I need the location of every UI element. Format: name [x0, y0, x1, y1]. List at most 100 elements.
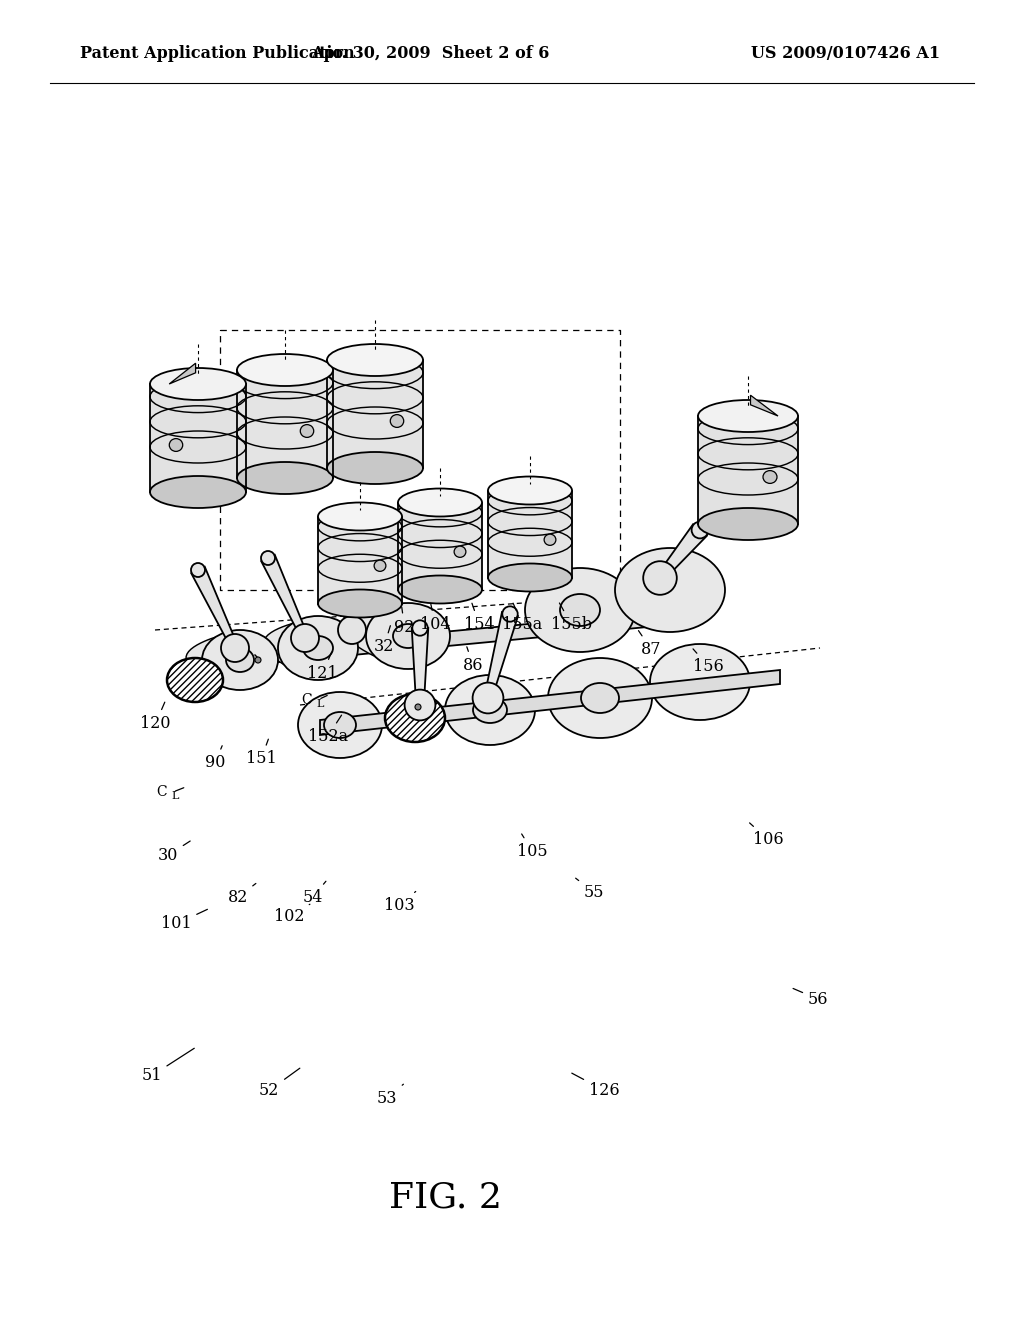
Circle shape	[338, 616, 366, 644]
Polygon shape	[412, 628, 428, 705]
Circle shape	[261, 550, 275, 565]
Text: L: L	[171, 791, 178, 801]
Text: 30: 30	[158, 841, 190, 863]
Text: 126: 126	[571, 1073, 620, 1098]
Text: C: C	[302, 693, 312, 706]
Ellipse shape	[327, 451, 423, 484]
Ellipse shape	[698, 508, 798, 540]
Polygon shape	[195, 609, 700, 671]
Ellipse shape	[318, 590, 402, 618]
Ellipse shape	[393, 624, 423, 648]
Ellipse shape	[398, 488, 482, 516]
Text: 156: 156	[693, 649, 724, 675]
Ellipse shape	[525, 568, 635, 652]
Polygon shape	[318, 516, 402, 603]
Ellipse shape	[445, 675, 535, 744]
Ellipse shape	[650, 644, 750, 719]
Text: 54: 54	[302, 882, 326, 906]
Circle shape	[643, 561, 677, 595]
Circle shape	[404, 689, 435, 721]
Text: L: L	[316, 698, 324, 709]
Text: 152a: 152a	[307, 715, 348, 744]
Polygon shape	[398, 503, 482, 590]
Ellipse shape	[300, 425, 313, 437]
Polygon shape	[751, 395, 778, 416]
Ellipse shape	[698, 400, 798, 432]
Circle shape	[323, 541, 337, 554]
Ellipse shape	[560, 594, 600, 626]
Text: 101: 101	[161, 909, 208, 932]
Text: 102: 102	[273, 904, 310, 924]
Polygon shape	[346, 607, 437, 661]
Polygon shape	[319, 671, 780, 735]
Ellipse shape	[366, 603, 450, 669]
Ellipse shape	[488, 564, 572, 591]
Ellipse shape	[150, 477, 246, 508]
Polygon shape	[488, 491, 572, 578]
Ellipse shape	[298, 692, 382, 758]
Text: 120: 120	[140, 702, 171, 731]
Text: Patent Application Publication: Patent Application Publication	[80, 45, 354, 62]
Ellipse shape	[327, 345, 423, 376]
Ellipse shape	[390, 414, 403, 428]
Circle shape	[503, 606, 518, 622]
Circle shape	[255, 657, 261, 663]
Ellipse shape	[226, 648, 254, 672]
Text: 86: 86	[463, 647, 483, 673]
Ellipse shape	[548, 657, 652, 738]
Polygon shape	[237, 370, 333, 478]
Circle shape	[413, 620, 428, 636]
Text: 103: 103	[384, 891, 416, 913]
Ellipse shape	[202, 630, 278, 690]
Polygon shape	[150, 384, 246, 492]
Ellipse shape	[763, 471, 777, 483]
Text: 104: 104	[420, 603, 451, 632]
Text: 51: 51	[141, 1048, 195, 1084]
Ellipse shape	[237, 354, 333, 385]
Text: C: C	[157, 785, 167, 799]
Polygon shape	[327, 360, 423, 469]
Ellipse shape	[544, 535, 556, 545]
Polygon shape	[191, 566, 239, 649]
Polygon shape	[323, 546, 355, 631]
Text: 53: 53	[377, 1084, 403, 1106]
Ellipse shape	[615, 548, 725, 632]
Text: 106: 106	[750, 822, 783, 847]
Text: 121: 121	[307, 652, 338, 681]
Text: 155a: 155a	[502, 603, 543, 632]
Circle shape	[415, 704, 421, 710]
Text: 90: 90	[205, 746, 225, 771]
Text: 55: 55	[575, 878, 604, 900]
Polygon shape	[263, 622, 346, 673]
Polygon shape	[169, 363, 196, 384]
Ellipse shape	[150, 368, 246, 400]
Ellipse shape	[488, 477, 572, 504]
Text: US 2009/0107426 A1: US 2009/0107426 A1	[751, 45, 940, 62]
Polygon shape	[186, 635, 264, 685]
Polygon shape	[261, 554, 308, 639]
Text: 105: 105	[517, 834, 548, 859]
Ellipse shape	[398, 576, 482, 603]
Ellipse shape	[324, 711, 356, 738]
Text: 87: 87	[639, 631, 662, 657]
Circle shape	[221, 634, 249, 663]
Circle shape	[691, 521, 709, 539]
Text: 154: 154	[464, 603, 495, 632]
Ellipse shape	[473, 697, 507, 723]
Circle shape	[191, 564, 205, 577]
Ellipse shape	[454, 546, 466, 557]
Polygon shape	[656, 524, 707, 581]
Ellipse shape	[318, 503, 402, 531]
Ellipse shape	[237, 462, 333, 494]
Text: 151: 151	[246, 739, 276, 767]
Ellipse shape	[167, 657, 223, 702]
Ellipse shape	[169, 438, 182, 451]
Circle shape	[291, 624, 319, 652]
Ellipse shape	[278, 616, 358, 680]
Ellipse shape	[385, 694, 445, 742]
Text: 155b: 155b	[551, 603, 592, 632]
Ellipse shape	[374, 560, 386, 572]
Text: 56: 56	[793, 989, 828, 1007]
Text: 82: 82	[227, 883, 256, 906]
Ellipse shape	[303, 636, 333, 660]
